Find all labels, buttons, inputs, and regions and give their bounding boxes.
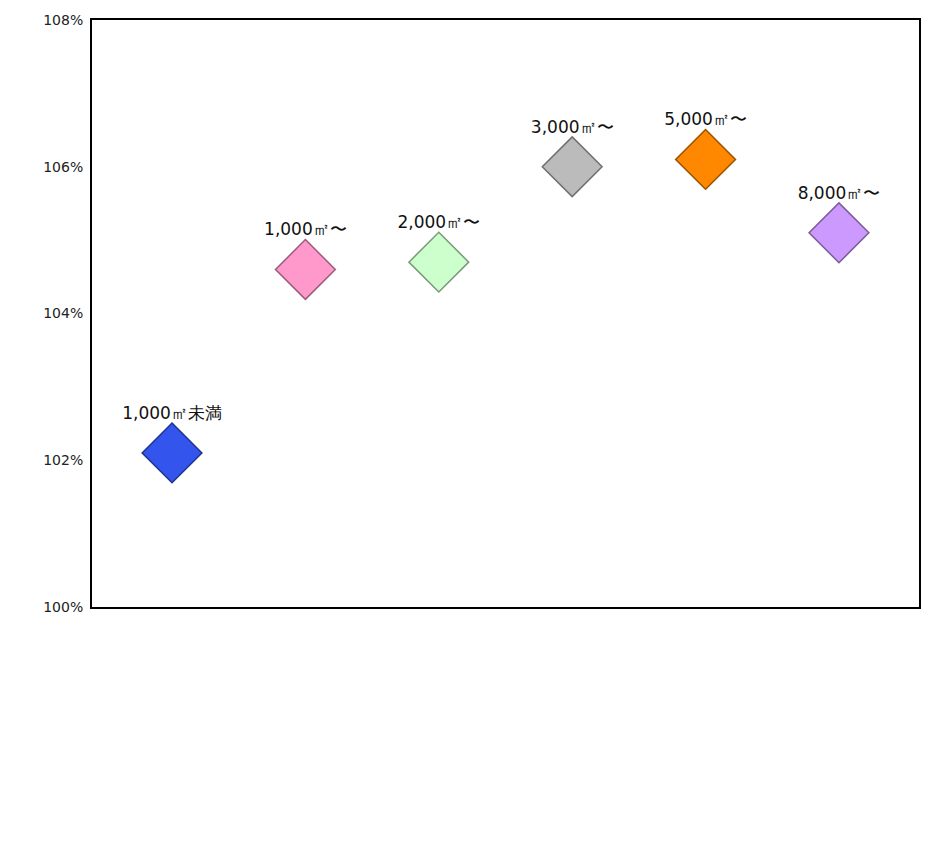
- svg-text:3,000㎡〜: 3,000㎡〜: [531, 117, 614, 137]
- svg-text:104%: 104%: [43, 305, 83, 321]
- svg-text:8,000㎡〜: 8,000㎡〜: [798, 183, 881, 203]
- svg-text:100%: 100%: [43, 599, 83, 615]
- svg-text:1,000㎡未満: 1,000㎡未満: [122, 403, 222, 423]
- svg-text:1,000㎡〜: 1,000㎡〜: [264, 219, 347, 239]
- svg-text:2,000㎡〜: 2,000㎡〜: [397, 212, 480, 232]
- svg-text:108%: 108%: [43, 12, 83, 28]
- svg-text:102%: 102%: [43, 452, 83, 468]
- svg-text:5,000㎡〜: 5,000㎡〜: [664, 109, 747, 129]
- svg-text:106%: 106%: [43, 159, 83, 175]
